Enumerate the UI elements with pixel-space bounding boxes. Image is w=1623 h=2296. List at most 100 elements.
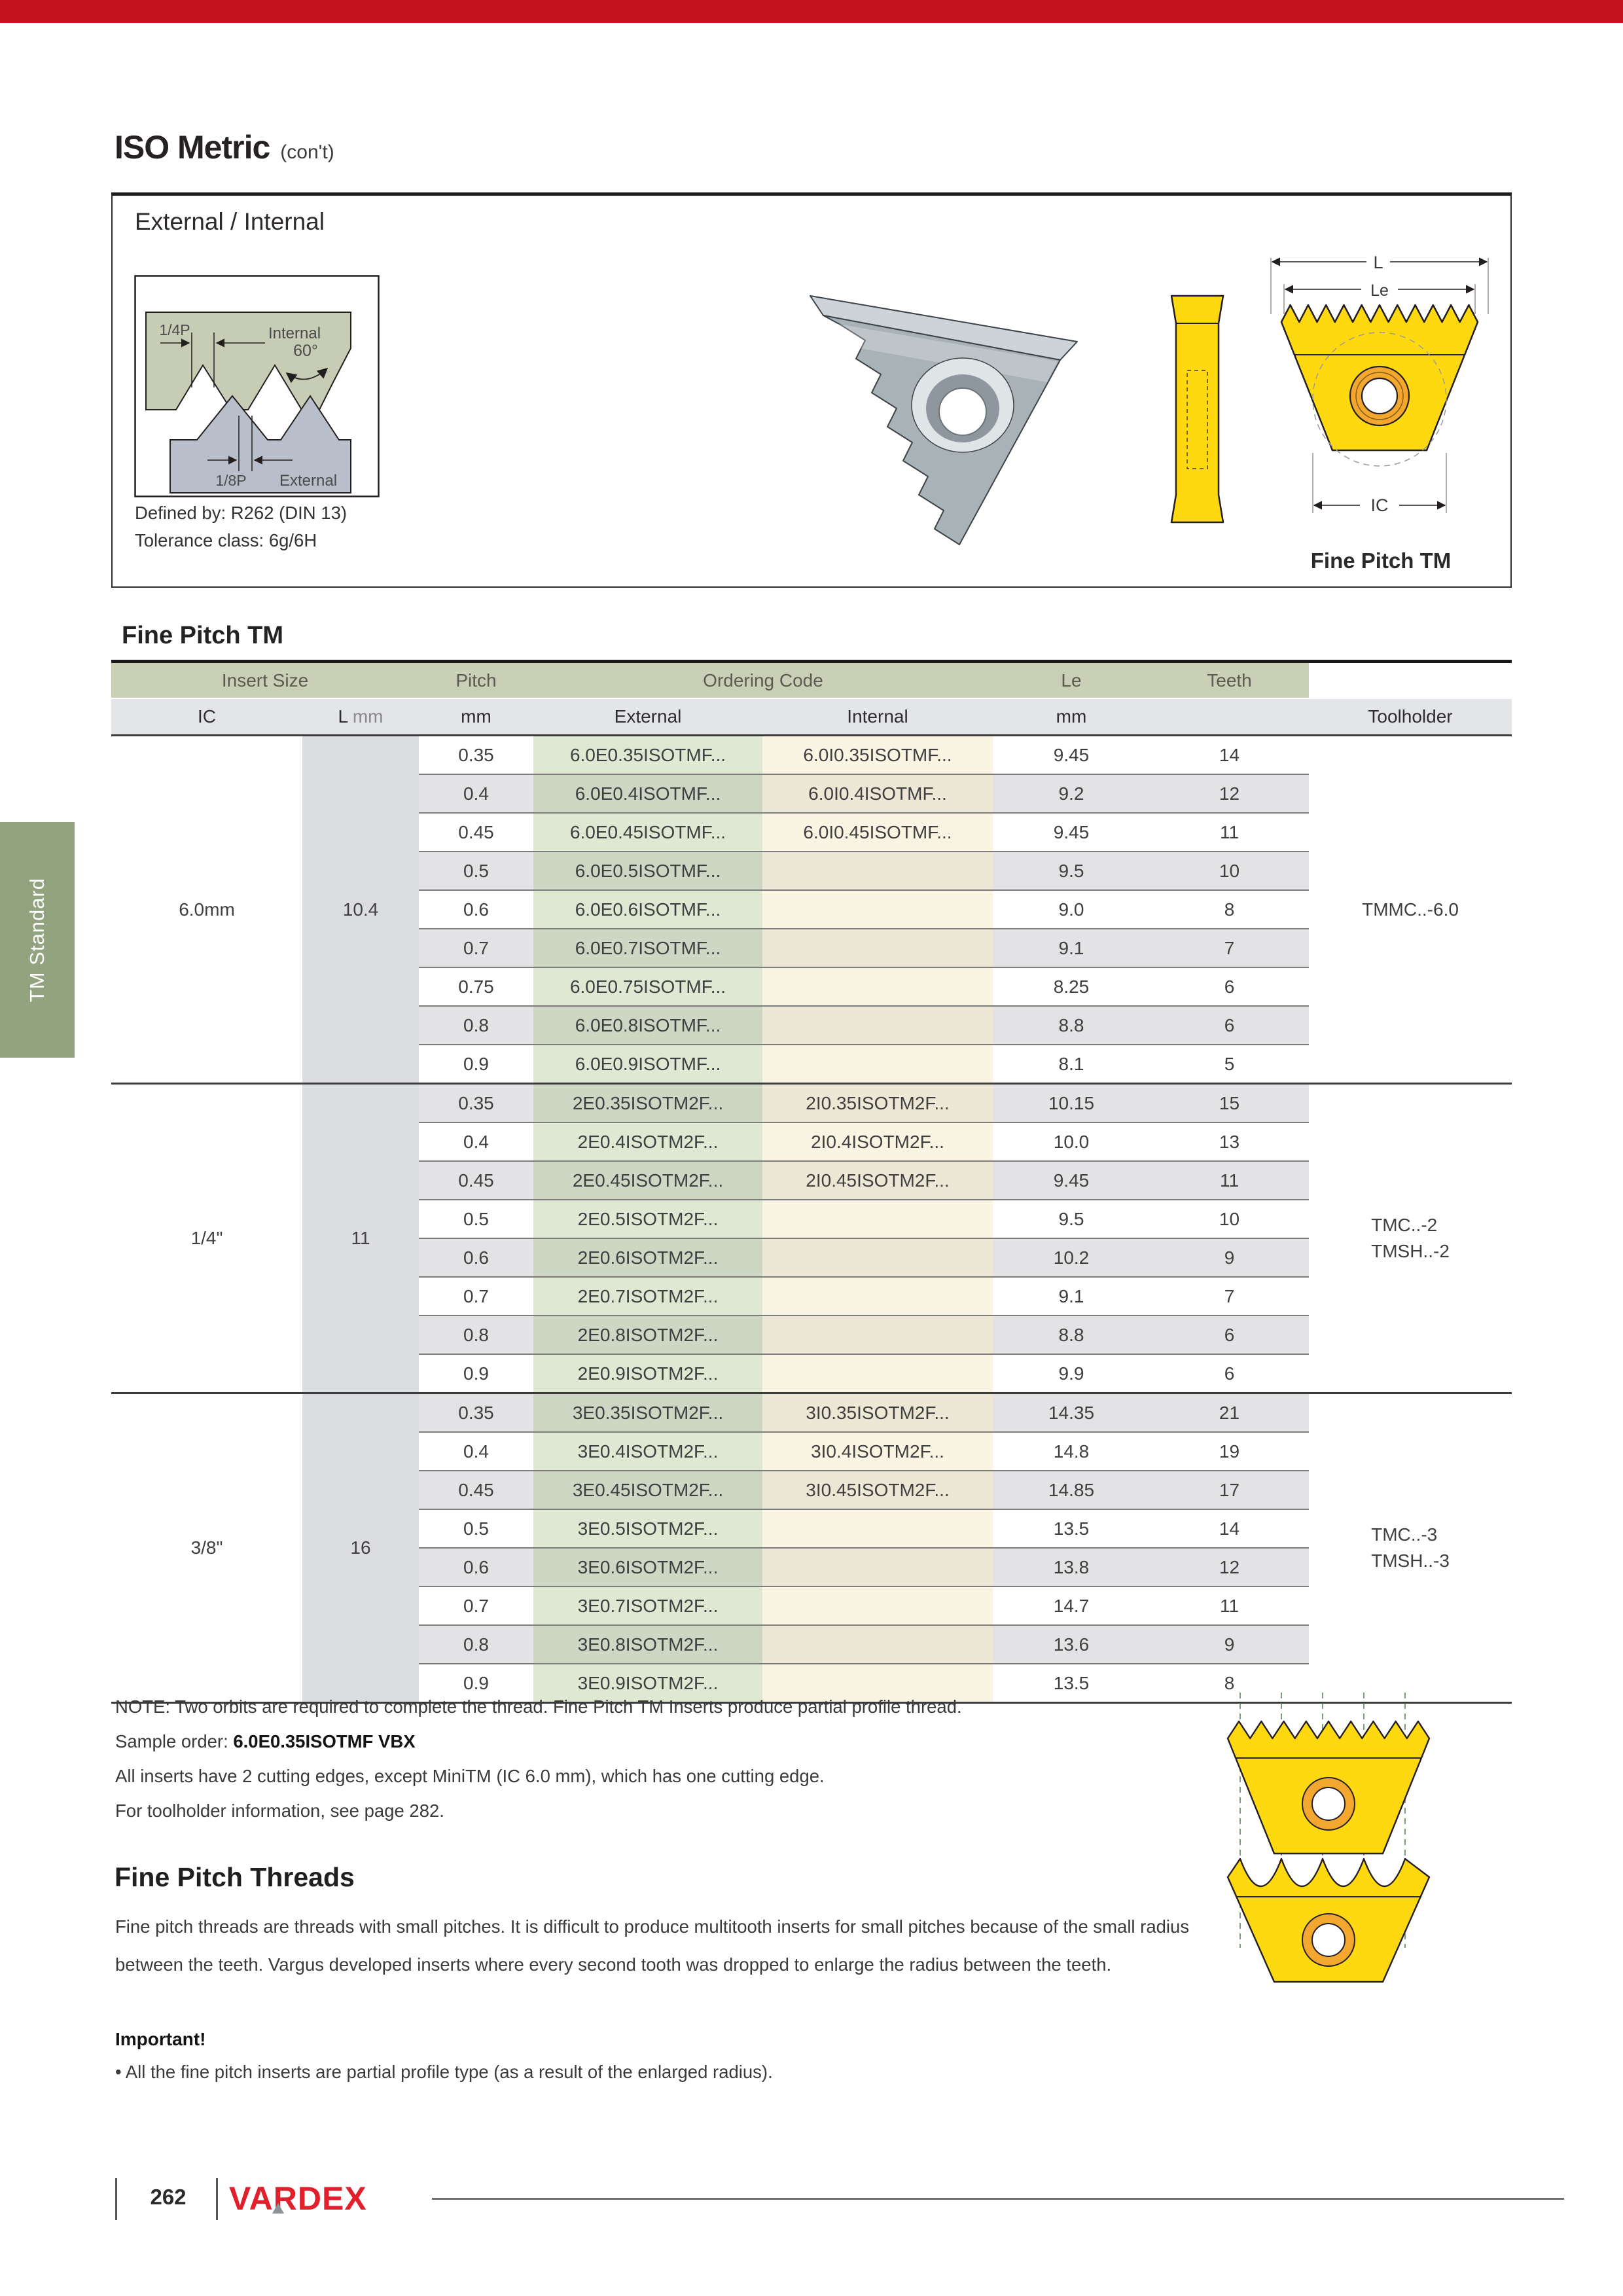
header-teeth-blank [1150, 698, 1309, 736]
cell-le: 10.0 [993, 1122, 1150, 1161]
header-insert-size: Insert Size [111, 661, 419, 699]
cell-pitch: 0.4 [419, 1122, 533, 1161]
cell-ordering-code-external: 6.0E0.4ISOTMF... [533, 774, 762, 813]
cell-pitch: 0.45 [419, 812, 533, 852]
cell-ordering-code-internal [762, 928, 993, 967]
table-row: 1/4" 11 0.35 2E0.35ISOTM2F... 2I0.35ISOTM2F.… [111, 1083, 1512, 1393]
cell-le: 9.5 [993, 851, 1150, 890]
table-row: 0.9 2E0.9ISOTM2F... 9.9 6 [111, 1354, 1512, 1393]
cell-pitch: 0.5 [419, 1509, 533, 1548]
cell-teeth: 21 [1150, 1392, 1309, 1432]
internal-label: Internal [268, 325, 321, 342]
cell-le: 10.15 [993, 1083, 1150, 1122]
cell-ordering-code-external: 3E0.35ISOTM2F... [533, 1392, 762, 1432]
cell-ordering-code-external: 6.0E0.6ISOTMF... [533, 889, 762, 929]
page-title-suffix: (con't) [280, 141, 334, 163]
cell-insert-size-ic: 3/8" [111, 1392, 302, 1703]
note-cutting-edges: All inserts have 2 cutting edges, except… [115, 1766, 825, 1786]
cell-ordering-code-internal [762, 1509, 993, 1548]
cell-teeth: 17 [1150, 1470, 1309, 1509]
cell-ordering-code-external: 3E0.8ISOTM2F... [533, 1624, 762, 1664]
cell-ordering-code-internal [762, 1315, 993, 1354]
cell-le: 13.8 [993, 1547, 1150, 1587]
cell-ordering-code-external: 2E0.4ISOTM2F... [533, 1122, 762, 1161]
quarter-pitch-label: 1/4P [159, 321, 190, 338]
internal-thread-shape [145, 312, 351, 410]
insert-front-view: L Le IC [1270, 253, 1489, 515]
cell-ordering-code-external: 6.0E0.45ISOTMF... [533, 812, 762, 852]
insert-side-view [1170, 295, 1224, 524]
cell-insert-size-l: 16 [302, 1392, 419, 1703]
cell-pitch: 0.6 [419, 1238, 533, 1277]
sidebar-tab-tm-standard[interactable]: TM Standard [0, 822, 75, 1058]
table-row: 0.7 3E0.7ISOTM2F... 14.7 11 [111, 1586, 1512, 1625]
dim-ic-label: IC [1371, 495, 1389, 515]
table-header-row-1: Insert Size Pitch Ordering Code Le Teeth [111, 661, 1512, 699]
page-title: ISO Metric (con't) [115, 128, 334, 166]
cell-le: 14.7 [993, 1586, 1150, 1625]
cell-le: 8.8 [993, 1005, 1150, 1045]
header-spacer [1309, 661, 1512, 699]
cell-ordering-code-internal: 2I0.35ISOTM2F... [762, 1083, 993, 1122]
table-row: 0.8 3E0.8ISOTM2F... 13.6 9 [111, 1624, 1512, 1664]
cell-teeth: 15 [1150, 1083, 1309, 1122]
cell-pitch: 0.7 [419, 1586, 533, 1625]
table-row: 0.6 3E0.6ISOTM2F... 13.8 12 [111, 1547, 1512, 1587]
cell-pitch: 0.6 [419, 889, 533, 929]
table-row: 0.7 2E0.7ISOTM2F... 9.1 7 [111, 1276, 1512, 1316]
cell-teeth: 14 [1150, 734, 1309, 774]
cell-ordering-code-external: 6.0E0.8ISOTMF... [533, 1005, 762, 1045]
cell-ordering-code-external: 2E0.35ISOTM2F... [533, 1083, 762, 1122]
table-row: 0.4 3E0.4ISOTM2F... 3I0.4ISOTM2F... 14.8 19 [111, 1431, 1512, 1471]
cell-le: 9.5 [993, 1199, 1150, 1238]
sidebar-tab-label: TM Standard [26, 877, 48, 1003]
cell-insert-size-ic: 6.0mm [111, 734, 302, 1084]
cell-ordering-code-internal [762, 1005, 993, 1045]
cell-teeth: 11 [1150, 1586, 1309, 1625]
cell-ordering-code-internal [762, 1354, 993, 1393]
cell-le: 9.45 [993, 734, 1150, 774]
table-row: 0.75 6.0E0.75ISOTMF... 8.25 6 [111, 967, 1512, 1006]
cell-ordering-code-external: 3E0.45ISOTM2F... [533, 1470, 762, 1509]
table-row: 0.9 3E0.9ISOTM2F... 13.5 8 [111, 1663, 1512, 1703]
header-ic: IC [111, 698, 302, 736]
cell-teeth: 6 [1150, 1315, 1309, 1354]
cell-teeth: 5 [1150, 1044, 1309, 1084]
fine-pitch-table: Insert Size Pitch Ordering Code Le Teeth… [111, 660, 1512, 1704]
cell-toolholder: TMMC..-6.0 [1309, 734, 1512, 1084]
table-row: 0.8 2E0.8ISOTM2F... 8.8 6 [111, 1315, 1512, 1354]
toolholder-line: TMMC..-6.0 [1362, 899, 1459, 920]
toolholder-line: TMC..-3 [1371, 1524, 1438, 1545]
table-row: 0.5 3E0.5ISOTM2F... 13.5 14 [111, 1509, 1512, 1548]
header-l-mm: L mm [302, 698, 419, 736]
cell-pitch: 0.45 [419, 1470, 533, 1509]
cell-ordering-code-external: 2E0.6ISOTM2F... [533, 1238, 762, 1277]
cell-ordering-code-external: 6.0E0.35ISOTMF... [533, 734, 762, 774]
cell-ordering-code-internal: 6.0I0.4ISOTMF... [762, 774, 993, 813]
table-row: 6.0mm 10.4 0.35 6.0E0.35ISOTMF... 6.0I0.35IS… [111, 734, 1512, 1084]
cell-pitch: 0.4 [419, 774, 533, 813]
cell-ordering-code-internal [762, 851, 993, 890]
cell-ordering-code-internal [762, 1547, 993, 1587]
cell-pitch: 0.5 [419, 851, 533, 890]
brand-logo: VARDEX [229, 2179, 367, 2219]
cell-le: 9.45 [993, 1160, 1150, 1200]
cell-teeth: 8 [1150, 889, 1309, 929]
cell-teeth: 6 [1150, 1005, 1309, 1045]
cell-pitch: 0.8 [419, 1005, 533, 1045]
cell-ordering-code-external: 2E0.45ISOTM2F... [533, 1160, 762, 1200]
note-sample-order: Sample order: 6.0E0.35ISOTMF VBX [115, 1731, 416, 1751]
header-toolholder: Toolholder [1309, 698, 1512, 736]
cell-pitch: 0.6 [419, 1547, 533, 1587]
external-label: External [279, 472, 337, 490]
cell-le: 9.45 [993, 812, 1150, 852]
cell-le: 9.1 [993, 928, 1150, 967]
external-thread-shape [169, 395, 351, 493]
cell-ordering-code-internal [762, 1586, 993, 1625]
cell-le: 9.1 [993, 1276, 1150, 1316]
table-row: 0.45 2E0.45ISOTM2F... 2I0.45ISOTM2F... 9.45… [111, 1160, 1512, 1200]
cell-le: 8.25 [993, 967, 1150, 1006]
cell-ordering-code-internal [762, 1276, 993, 1316]
cell-le: 14.35 [993, 1392, 1150, 1432]
